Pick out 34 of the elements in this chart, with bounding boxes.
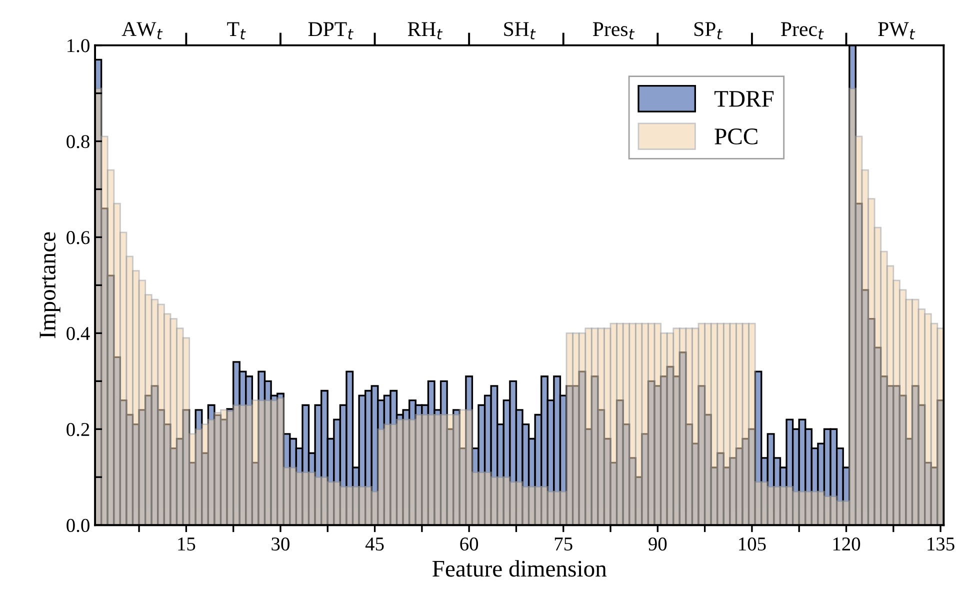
x-tick-label: 105 <box>739 537 766 551</box>
y-tick-label: 0.8 <box>66 135 90 148</box>
x-tick-label: 30 <box>272 537 290 551</box>
x-tick-label: 90 <box>648 537 667 551</box>
x-tick-label: 75 <box>554 538 572 551</box>
y-tick-label: 0.0 <box>66 518 90 532</box>
y-axis-title: Importance <box>40 232 60 338</box>
x-tick-label: 45 <box>365 538 384 551</box>
text: T$_{t}$ <box>227 22 246 40</box>
text: PW$_{t}$ <box>878 22 916 40</box>
text: Prec$_{t}$ <box>781 22 824 40</box>
x-tick-label: 60 <box>460 537 478 551</box>
y-tick-label: 0.6 <box>66 231 90 244</box>
bar <box>854 136 863 526</box>
text: SH$_{t}$ <box>504 22 536 40</box>
y-tick-label: 0.4 <box>66 326 90 340</box>
x-tick-label: 135 <box>928 538 954 551</box>
bar <box>748 322 756 526</box>
bar <box>182 337 190 526</box>
bar <box>100 136 108 526</box>
text: RH$_{t}$ <box>408 22 443 40</box>
text: AW$_{t}$ <box>122 22 163 40</box>
x-axis-title: Feature dimension <box>432 560 607 577</box>
bar <box>936 328 944 526</box>
text: SP$_{t}$ <box>694 22 723 40</box>
text: DPT$_{t}$ <box>308 22 354 40</box>
bar <box>465 409 473 526</box>
legend-label: TDRF <box>714 91 774 107</box>
x-tick-label: 15 <box>178 538 196 551</box>
text: Pres$_{t}$ <box>593 22 635 40</box>
legend-label: PCC <box>714 128 758 144</box>
y-tick-label: 0.2 <box>66 422 90 436</box>
x-tick-label: 120 <box>833 537 860 551</box>
y-tick-label: 1.0 <box>68 39 90 52</box>
